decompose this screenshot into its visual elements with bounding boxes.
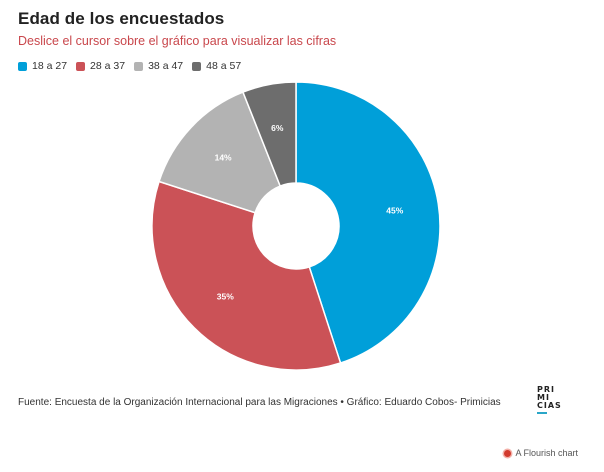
legend-swatch bbox=[76, 61, 86, 71]
slice-value-label: 45% bbox=[386, 205, 403, 215]
chart-legend: 18 a 27 28 a 37 38 a 47 48 a 57 bbox=[18, 60, 241, 72]
flourish-icon bbox=[504, 449, 512, 457]
flourish-label: A Flourish chart bbox=[515, 448, 578, 458]
donut-slice-28-a-37[interactable] bbox=[151, 180, 342, 371]
slice-value-label: 6% bbox=[271, 123, 284, 133]
legend-label: 38 a 47 bbox=[148, 60, 184, 72]
logo-text: CIAS bbox=[537, 401, 562, 410]
logo-accent bbox=[537, 412, 547, 414]
legend-item-18-27[interactable]: 18 a 27 bbox=[18, 60, 67, 72]
primicias-logo: PRI MI CIAS bbox=[537, 386, 571, 410]
donut-slice-18-a-27[interactable] bbox=[295, 81, 441, 364]
flourish-credit[interactable]: A Flourish chart bbox=[504, 448, 578, 458]
legend-item-48-57[interactable]: 48 a 57 bbox=[192, 60, 241, 72]
logo-text: PRI bbox=[537, 385, 555, 394]
legend-swatch bbox=[192, 61, 202, 71]
legend-item-38-47[interactable]: 38 a 47 bbox=[134, 60, 183, 72]
legend-swatch bbox=[18, 61, 27, 71]
source-note: Fuente: Encuesta de la Organización Inte… bbox=[18, 397, 501, 408]
legend-item-28-37[interactable]: 28 a 37 bbox=[76, 60, 125, 72]
legend-label: 28 a 37 bbox=[90, 60, 126, 72]
donut-slice-48-a-57[interactable] bbox=[242, 81, 297, 187]
donut-slice-38-a-47[interactable] bbox=[158, 91, 282, 214]
legend-label: 18 a 27 bbox=[32, 60, 68, 72]
legend-label: 48 a 57 bbox=[206, 60, 242, 72]
slice-value-label: 35% bbox=[217, 292, 234, 302]
chart-subtitle: Deslice el cursor sobre el gráfico para … bbox=[18, 34, 337, 48]
chart-title: Edad de los encuestados bbox=[18, 9, 225, 28]
legend-swatch bbox=[134, 61, 144, 71]
slice-value-label: 14% bbox=[215, 153, 232, 163]
logo-text: MI bbox=[537, 393, 550, 402]
